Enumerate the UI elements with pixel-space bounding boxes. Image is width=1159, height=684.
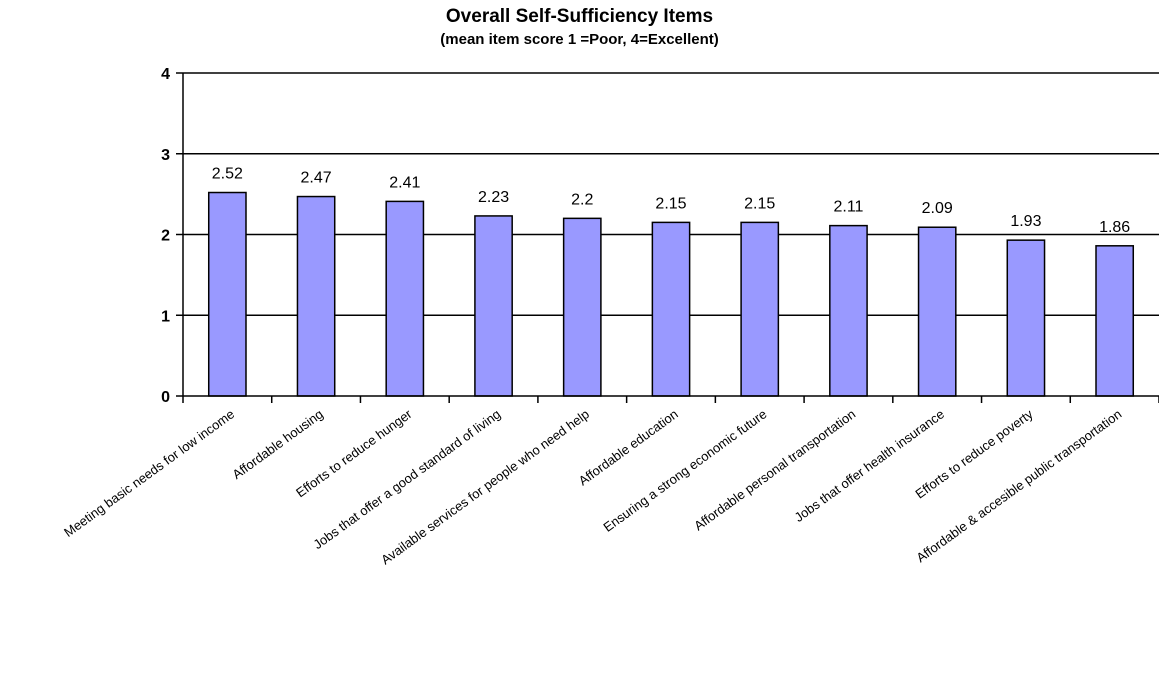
data-label: 2.11 (833, 199, 863, 216)
bar (564, 218, 601, 396)
bar (919, 227, 956, 396)
bar (1096, 246, 1133, 396)
bar (830, 226, 867, 396)
category-label: Affordable housing (230, 406, 326, 482)
bar (741, 222, 778, 396)
bar (297, 197, 334, 396)
data-label: 2.15 (744, 195, 775, 212)
category-label: Meeting basic needs for low income (61, 406, 237, 540)
data-label: 2.23 (478, 189, 509, 206)
bar (209, 193, 246, 396)
category-label: Ensuring a strong economic future (600, 406, 769, 535)
bar (475, 216, 512, 396)
category-label: Jobs that offer a good standard of livin… (311, 406, 504, 552)
y-tick-label: 0 (161, 389, 170, 406)
data-label: 1.93 (1010, 213, 1041, 230)
y-tick-label: 4 (161, 66, 170, 83)
bar (1007, 240, 1044, 396)
data-label: 1.86 (1099, 219, 1130, 236)
y-tick-label: 3 (161, 147, 170, 164)
category-label: Jobs that offer health insurance (792, 406, 947, 525)
data-label: 2.41 (389, 174, 420, 191)
data-label: 2.2 (571, 191, 593, 208)
bar (652, 222, 689, 396)
bar (386, 201, 423, 396)
data-label: 2.47 (301, 170, 332, 187)
data-label: 2.52 (212, 166, 243, 183)
data-label: 2.15 (655, 195, 686, 212)
bars (209, 193, 1134, 396)
category-label: Affordable personal transportation (691, 406, 858, 533)
data-label: 2.09 (922, 200, 953, 217)
y-tick-label: 1 (161, 308, 170, 325)
y-tick-label: 2 (161, 228, 170, 245)
